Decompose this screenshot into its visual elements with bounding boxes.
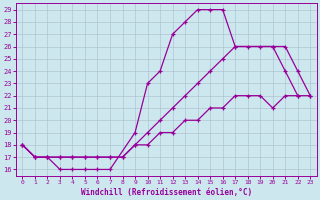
X-axis label: Windchill (Refroidissement éolien,°C): Windchill (Refroidissement éolien,°C) [81, 188, 252, 197]
